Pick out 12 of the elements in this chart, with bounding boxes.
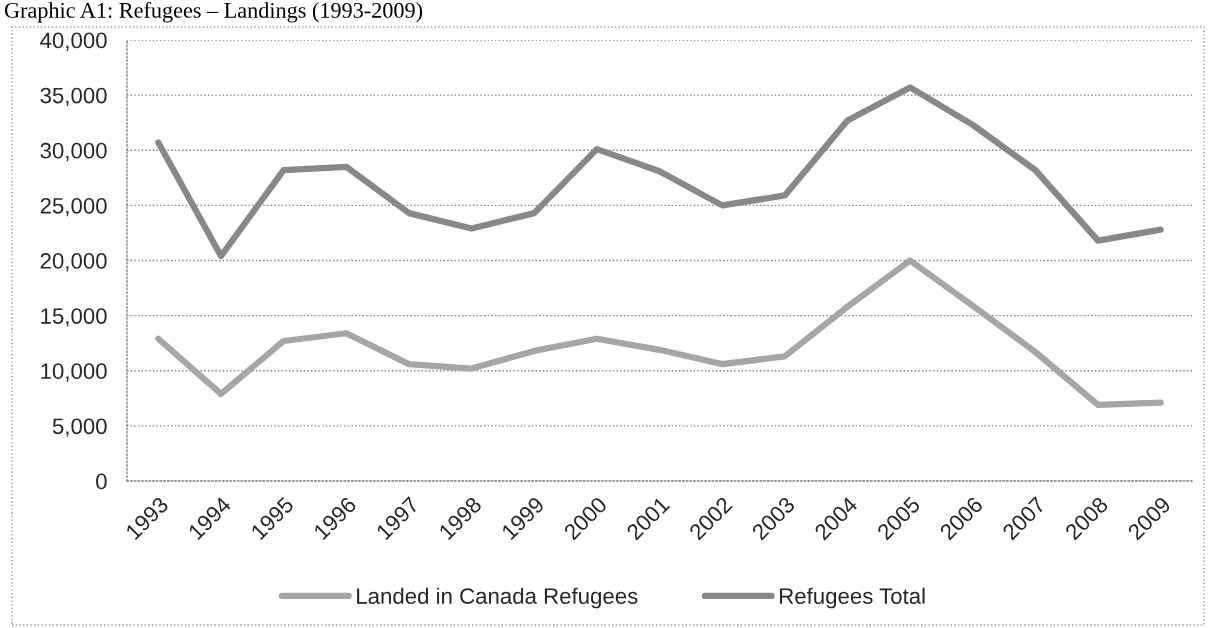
y-tick-label: 30,000 <box>40 142 107 162</box>
legend-label: Landed in Canada Refugees <box>357 587 638 609</box>
y-tick-label: 20,000 <box>40 253 107 272</box>
y-tick-label: 10,000 <box>41 363 107 382</box>
y-tick-label: 40,000 <box>40 32 107 51</box>
y-tick-label: 15,000 <box>41 308 107 327</box>
y-tick-label: 25,000 <box>40 197 107 217</box>
legend-label: Refugees Total <box>780 587 925 609</box>
y-tick-label: 0 <box>96 473 107 490</box>
y-tick-label: 35,000 <box>40 87 107 107</box>
chart-title: Graphic A1: Refugees – Landings (1993-2009) <box>4 2 423 23</box>
y-tick-label: 5,000 <box>52 418 107 437</box>
